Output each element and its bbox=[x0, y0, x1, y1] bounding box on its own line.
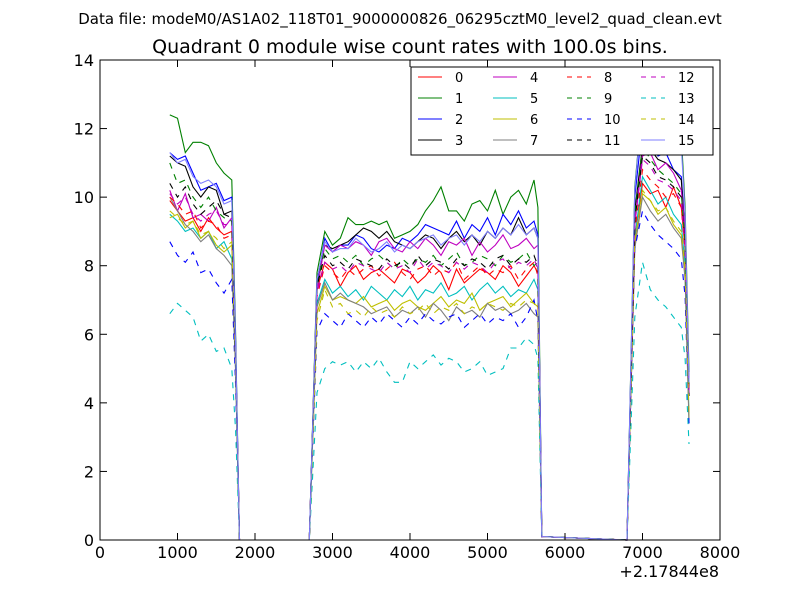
x-tick-label: 6000 bbox=[545, 543, 586, 562]
series-line-4 bbox=[169, 151, 690, 541]
series-line-12 bbox=[169, 158, 690, 541]
chart-title: Quadrant 0 module wise count rates with … bbox=[152, 36, 668, 58]
series-line-11 bbox=[169, 154, 690, 541]
series-line-15 bbox=[169, 99, 690, 541]
y-tick-label: 10 bbox=[74, 188, 94, 207]
legend-label-1: 1 bbox=[455, 92, 463, 107]
legend-label-6: 6 bbox=[530, 113, 538, 128]
legend-label-10: 10 bbox=[604, 113, 621, 128]
x-tick-label: 0 bbox=[95, 543, 105, 562]
series-line-2 bbox=[169, 123, 690, 541]
x-tick-label: 1000 bbox=[157, 543, 198, 562]
plot-series-group bbox=[169, 97, 690, 541]
y-tick-label: 4 bbox=[84, 394, 94, 413]
series-line-13 bbox=[169, 262, 690, 541]
series-line-6 bbox=[169, 192, 690, 541]
x-tick-label: 7000 bbox=[622, 543, 663, 562]
series-line-5 bbox=[169, 174, 690, 541]
legend-label-13: 13 bbox=[678, 92, 695, 107]
legend-label-4: 4 bbox=[530, 71, 538, 86]
series-line-8 bbox=[169, 168, 690, 541]
chart-suptitle: Data file: modeM0/AS1A02_118T01_90000008… bbox=[78, 10, 722, 29]
x-tick-label: 2000 bbox=[235, 543, 276, 562]
legend-label-0: 0 bbox=[455, 71, 463, 86]
legend-label-12: 12 bbox=[678, 71, 695, 86]
x-axis-offset-label: +2.17844e8 bbox=[619, 562, 719, 581]
legend-label-14: 14 bbox=[678, 113, 695, 128]
legend-label-9: 9 bbox=[604, 92, 612, 107]
y-tick-label: 2 bbox=[84, 462, 94, 481]
legend-label-11: 11 bbox=[604, 134, 621, 149]
x-axis-ticks: 0 1000 2000 3000 4000 5000 6000 7000 8000 bbox=[95, 60, 740, 562]
y-tick-label: 6 bbox=[84, 325, 94, 344]
y-tick-label: 8 bbox=[84, 257, 94, 276]
legend-label-2: 2 bbox=[455, 113, 463, 128]
legend-label-3: 3 bbox=[455, 134, 463, 149]
series-line-14 bbox=[169, 188, 690, 541]
x-tick-label: 4000 bbox=[390, 543, 431, 562]
series-line-1 bbox=[169, 97, 690, 541]
y-tick-label: 12 bbox=[74, 120, 94, 139]
y-tick-label: 0 bbox=[84, 531, 94, 550]
x-tick-label: 3000 bbox=[312, 543, 353, 562]
legend-label-15: 15 bbox=[678, 134, 695, 149]
series-line-7 bbox=[169, 195, 690, 541]
legend-label-8: 8 bbox=[604, 71, 612, 86]
legend-label-7: 7 bbox=[530, 134, 538, 149]
legend-label-5: 5 bbox=[530, 92, 538, 107]
series-line-10 bbox=[169, 209, 690, 541]
x-tick-label: 8000 bbox=[700, 543, 741, 562]
x-tick-label: 5000 bbox=[467, 543, 508, 562]
y-tick-label: 14 bbox=[74, 51, 94, 70]
